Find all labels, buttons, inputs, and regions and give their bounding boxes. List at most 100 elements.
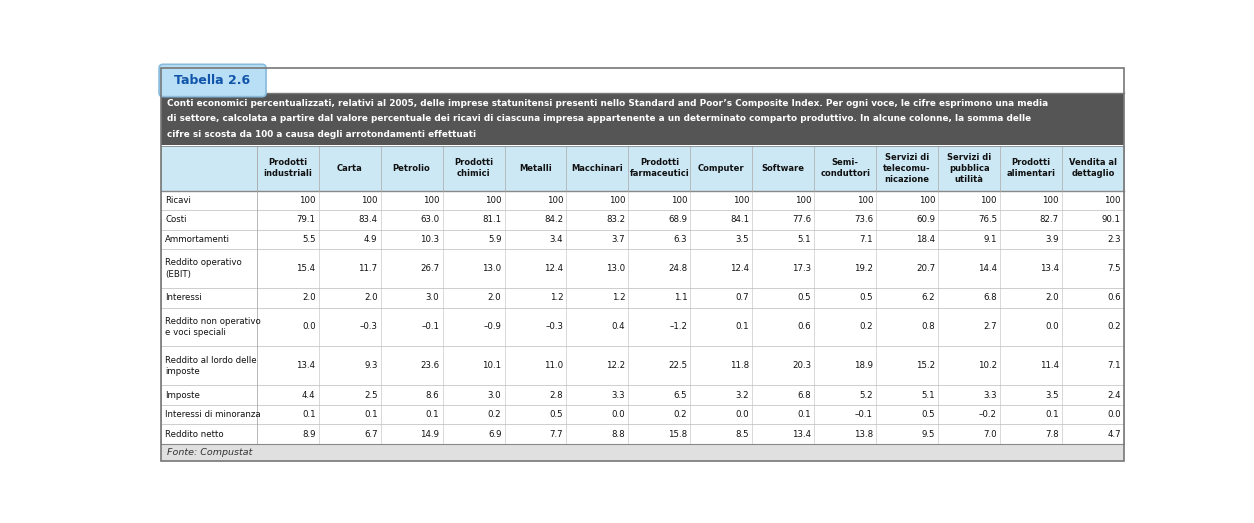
- Text: 26.7: 26.7: [420, 264, 439, 273]
- Text: 11.0: 11.0: [544, 361, 563, 370]
- Text: Prodotti
alimentari: Prodotti alimentari: [1007, 158, 1056, 178]
- Text: Prodotti
farmaceutici: Prodotti farmaceutici: [630, 158, 690, 178]
- Text: 20.3: 20.3: [793, 361, 811, 370]
- Text: 3.4: 3.4: [549, 235, 563, 244]
- Text: 100: 100: [732, 196, 749, 205]
- Text: 84.1: 84.1: [730, 215, 749, 224]
- Text: 17.3: 17.3: [793, 264, 811, 273]
- Text: 12.2: 12.2: [606, 361, 626, 370]
- Text: 1.2: 1.2: [612, 293, 626, 302]
- Text: 13.4: 13.4: [1040, 264, 1058, 273]
- Text: 3.5: 3.5: [736, 235, 749, 244]
- Text: 11.8: 11.8: [730, 361, 749, 370]
- Text: 4.7: 4.7: [1107, 430, 1121, 439]
- Text: Vendita al
dettaglio: Vendita al dettaglio: [1068, 158, 1117, 178]
- Text: 0.5: 0.5: [549, 410, 563, 419]
- Text: 0.2: 0.2: [488, 410, 502, 419]
- Text: 12.4: 12.4: [544, 264, 563, 273]
- Text: 14.9: 14.9: [420, 430, 439, 439]
- Text: 15.4: 15.4: [296, 264, 316, 273]
- Text: 100: 100: [547, 196, 563, 205]
- Text: 2.5: 2.5: [364, 391, 377, 400]
- Text: 100: 100: [795, 196, 811, 205]
- Text: 2.4: 2.4: [1107, 391, 1121, 400]
- Text: 15.2: 15.2: [915, 361, 935, 370]
- Bar: [162, 93, 1124, 145]
- Text: 3.2: 3.2: [736, 391, 749, 400]
- FancyBboxPatch shape: [159, 64, 266, 97]
- Text: 12.4: 12.4: [730, 264, 749, 273]
- Text: Interessi: Interessi: [166, 293, 202, 302]
- Text: 100: 100: [1105, 196, 1121, 205]
- Text: 6.2: 6.2: [922, 293, 935, 302]
- Text: 4.4: 4.4: [302, 391, 316, 400]
- Bar: [162, 210, 1124, 230]
- Text: 9.5: 9.5: [922, 430, 935, 439]
- Text: 100: 100: [1042, 196, 1058, 205]
- Text: 100: 100: [856, 196, 873, 205]
- Text: 22.5: 22.5: [668, 361, 687, 370]
- Text: Metalli: Metalli: [519, 164, 552, 173]
- Text: 6.5: 6.5: [673, 391, 687, 400]
- Text: 8.8: 8.8: [612, 430, 626, 439]
- Bar: [162, 425, 1124, 444]
- Text: Carta: Carta: [337, 164, 362, 173]
- Text: 5.9: 5.9: [488, 235, 502, 244]
- Text: 13.0: 13.0: [483, 264, 502, 273]
- Text: 3.5: 3.5: [1046, 391, 1058, 400]
- Text: 100: 100: [361, 196, 377, 205]
- Text: 100: 100: [423, 196, 439, 205]
- Text: 5.5: 5.5: [302, 235, 316, 244]
- Text: 60.9: 60.9: [915, 215, 935, 224]
- Text: 77.6: 77.6: [793, 215, 811, 224]
- Text: 76.5: 76.5: [978, 215, 997, 224]
- Text: 24.8: 24.8: [668, 264, 687, 273]
- Text: 3.3: 3.3: [983, 391, 997, 400]
- Text: 15.8: 15.8: [668, 430, 687, 439]
- Text: 0.0: 0.0: [1046, 323, 1058, 332]
- Text: Prodotti
industriali: Prodotti industriali: [263, 158, 312, 178]
- Text: 0.2: 0.2: [1107, 323, 1121, 332]
- Text: Conti economici percentualizzati, relativi al 2005, delle imprese statunitensi p: Conti economici percentualizzati, relati…: [167, 99, 1048, 108]
- Text: –0.3: –0.3: [545, 323, 563, 332]
- Text: 10.3: 10.3: [420, 235, 439, 244]
- Text: Macchinari: Macchinari: [572, 164, 623, 173]
- Text: 81.1: 81.1: [483, 215, 502, 224]
- Text: Fonte: Compustat: Fonte: Compustat: [167, 448, 252, 457]
- Text: 2.0: 2.0: [302, 293, 316, 302]
- Text: 11.4: 11.4: [1040, 361, 1058, 370]
- Text: 83.4: 83.4: [359, 215, 377, 224]
- Bar: [162, 249, 1124, 288]
- Text: Ricavi: Ricavi: [166, 196, 191, 205]
- Text: 5.1: 5.1: [922, 391, 935, 400]
- Text: 2.0: 2.0: [1046, 293, 1058, 302]
- Text: Prodotti
chimici: Prodotti chimici: [454, 158, 493, 178]
- Text: 0.5: 0.5: [859, 293, 873, 302]
- Text: 9.1: 9.1: [983, 235, 997, 244]
- Text: Costi: Costi: [166, 215, 187, 224]
- Text: 8.5: 8.5: [736, 430, 749, 439]
- Text: 0.2: 0.2: [859, 323, 873, 332]
- Text: Computer: Computer: [698, 164, 745, 173]
- Text: 0.5: 0.5: [798, 293, 811, 302]
- Text: 7.5: 7.5: [1107, 264, 1121, 273]
- Text: Servizi di
pubblica
utilità: Servizi di pubblica utilità: [947, 153, 991, 184]
- Text: 13.4: 13.4: [793, 430, 811, 439]
- Text: –1.2: –1.2: [670, 323, 687, 332]
- Text: 11.7: 11.7: [359, 264, 377, 273]
- Text: 0.0: 0.0: [736, 410, 749, 419]
- Text: 83.2: 83.2: [606, 215, 626, 224]
- Text: 13.8: 13.8: [854, 430, 873, 439]
- Bar: [162, 385, 1124, 405]
- Text: 3.7: 3.7: [612, 235, 626, 244]
- Text: 1.1: 1.1: [673, 293, 687, 302]
- Bar: [162, 405, 1124, 425]
- Text: 6.3: 6.3: [673, 235, 687, 244]
- Text: 13.4: 13.4: [296, 361, 316, 370]
- Bar: [162, 308, 1124, 346]
- Text: 0.1: 0.1: [426, 410, 439, 419]
- Text: 3.3: 3.3: [612, 391, 626, 400]
- Text: 7.1: 7.1: [1107, 361, 1121, 370]
- Text: 2.8: 2.8: [549, 391, 563, 400]
- Text: –0.2: –0.2: [979, 410, 997, 419]
